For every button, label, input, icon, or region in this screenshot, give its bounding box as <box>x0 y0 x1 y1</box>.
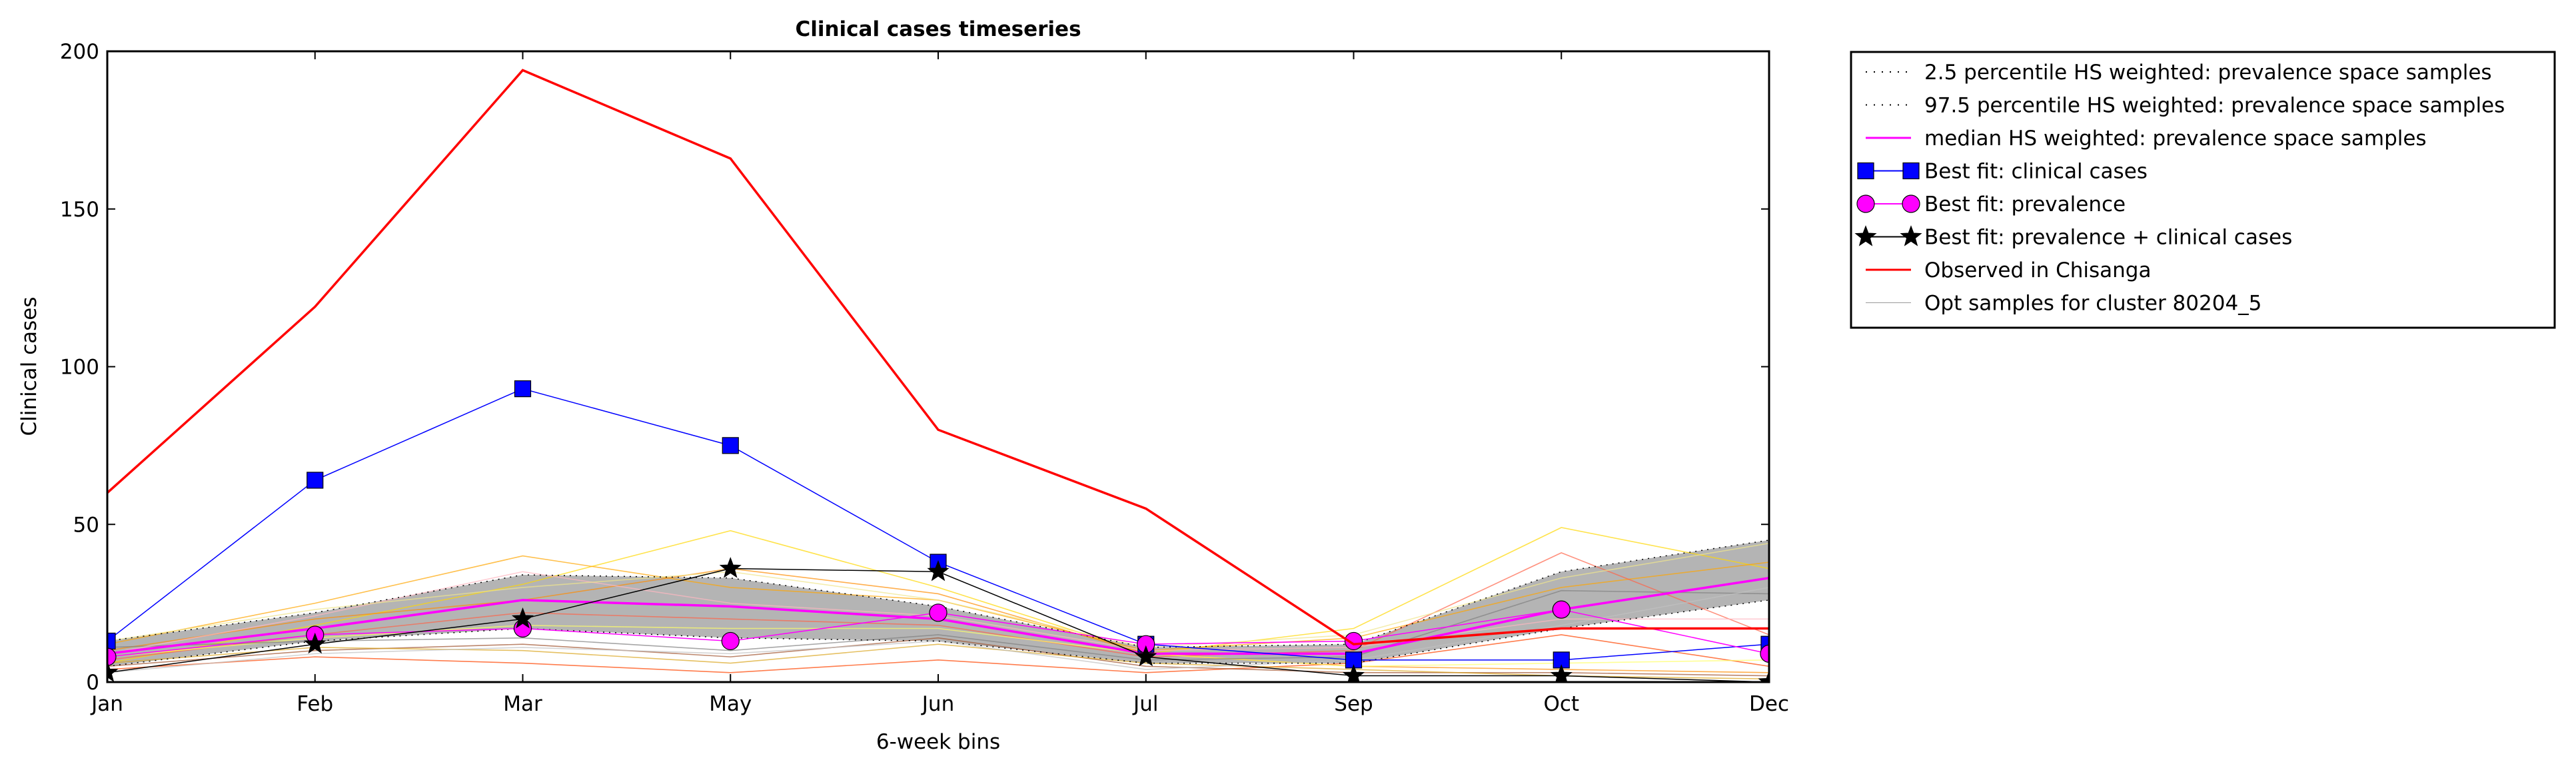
x-tick-label: Feb <box>297 692 333 716</box>
legend: 2.5 percentile HS weighted: prevalence s… <box>1850 51 2556 329</box>
series-6-point-1 <box>107 661 119 682</box>
legend-marker-start-5 <box>1856 194 1875 213</box>
series-5-point-1 <box>107 647 117 666</box>
x-tick-label: Oct <box>1543 692 1579 716</box>
legend-marker-start-6 <box>1854 225 1877 246</box>
legend-label-4: Best fit: clinical cases <box>1924 160 2148 184</box>
legend-label-6: Best fit: prevalence + clinical cases <box>1924 226 2292 250</box>
series-4-point-3 <box>514 380 532 398</box>
y-tick-label: 50 <box>73 513 99 537</box>
y-tick-label: 200 <box>60 40 99 64</box>
sample-line-11 <box>107 542 1769 648</box>
series-4-point-4 <box>722 437 739 454</box>
legend-box <box>1850 51 2556 329</box>
x-tick-label: May <box>709 692 752 716</box>
series-6-point-3 <box>511 607 534 629</box>
series-6-point-9 <box>1758 670 1769 682</box>
legend-label-3: median HS weighted: prevalence space sam… <box>1924 127 2427 151</box>
x-tick-label: Sep <box>1334 692 1373 716</box>
sample-line-3 <box>107 568 1769 673</box>
legend-label-2: 97.5 percentile HS weighted: prevalence … <box>1924 94 2505 118</box>
x-axis-label: 6-week bins <box>876 730 1000 754</box>
sample-line-7 <box>107 589 1769 661</box>
y-tick-label: 100 <box>60 356 99 380</box>
sample-line-4 <box>107 552 1769 661</box>
series-6-point-5 <box>927 560 950 581</box>
legend-marker-end-5 <box>1902 194 1920 213</box>
y-tick-label: 0 <box>86 671 99 695</box>
legend-marker-start-4 <box>1857 162 1874 180</box>
y-tick-label: 150 <box>60 198 99 222</box>
plot-area: Jan Feb Mar May Jun Jul Sep Oct Dec 0 50 100 150 200 <box>60 40 1789 716</box>
y-axis-label: Clinical cases <box>17 296 41 436</box>
series-6-point-2 <box>304 632 326 654</box>
x-tick-label: Jan <box>90 692 123 716</box>
legend-marker-end-4 <box>1902 162 1920 180</box>
series-5-point-8 <box>1552 600 1571 619</box>
sample-line-12 <box>107 587 1769 673</box>
series-6-point-4 <box>719 557 742 578</box>
x-tick-label: Dec <box>1749 692 1789 716</box>
series-5-point-7 <box>1344 631 1363 651</box>
series-6-point-6 <box>1135 645 1157 667</box>
series-5-point-9 <box>1760 644 1769 663</box>
plot-series-group <box>107 69 1769 682</box>
sample-line-6 <box>107 624 1769 667</box>
sample-line-1 <box>107 527 1769 664</box>
chart-title: Clinical cases timeseries <box>795 17 1081 41</box>
legend-label-7: Observed in Chisanga <box>1924 258 2152 282</box>
legend-label-8: Opt samples for cluster 80204_5 <box>1924 292 2261 316</box>
x-tick-label: Jun <box>921 692 954 716</box>
series-line-7 <box>107 69 1769 645</box>
legend-marker-end-6 <box>1900 225 1922 246</box>
series-5-point-5 <box>929 603 948 622</box>
legend-label-5: Best fit: prevalence <box>1924 193 2126 216</box>
series-line-2 <box>107 540 1769 648</box>
sample-line-10 <box>107 643 1769 680</box>
series-4-point-2 <box>307 472 324 489</box>
x-tick-label: Mar <box>503 692 542 716</box>
sample-line-5 <box>107 634 1769 673</box>
series-4-point-1 <box>107 632 116 650</box>
legend-label-1: 2.5 percentile HS weighted: prevalence s… <box>1924 61 2492 85</box>
x-tick-label: Jul <box>1132 692 1158 716</box>
series-5-point-4 <box>721 631 740 651</box>
